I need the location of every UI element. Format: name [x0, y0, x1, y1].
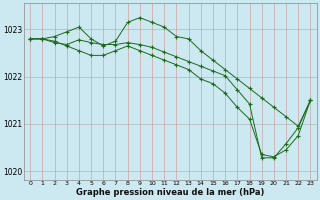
- X-axis label: Graphe pression niveau de la mer (hPa): Graphe pression niveau de la mer (hPa): [76, 188, 265, 197]
